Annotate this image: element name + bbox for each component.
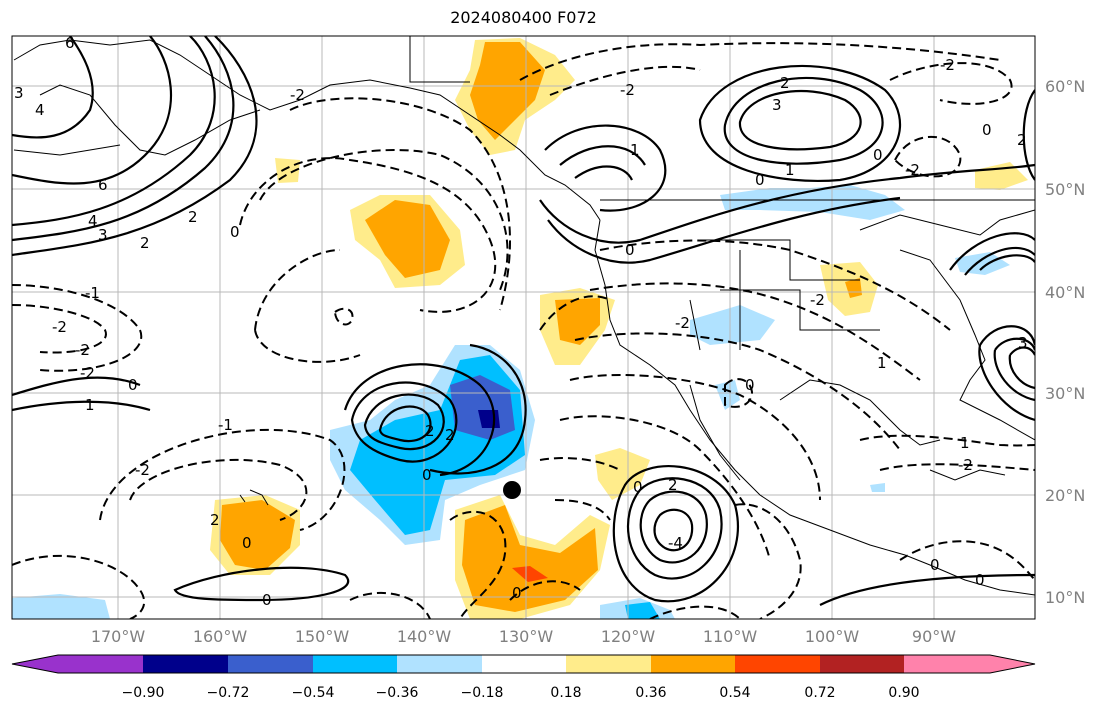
svg-text:0.36: 0.36 [635, 685, 666, 701]
svg-text:-2: -2 [52, 318, 67, 336]
svg-text:-2: -2 [290, 86, 305, 104]
svg-text:-2: -2 [135, 461, 150, 479]
colorbar-swatch [228, 655, 313, 673]
colorbar-swatch [651, 655, 735, 673]
svg-text:110°W: 110°W [703, 627, 758, 646]
svg-text:2: 2 [668, 476, 678, 494]
svg-text:20°N: 20°N [1045, 486, 1085, 505]
svg-text:−0.18: −0.18 [461, 685, 504, 701]
storm-position-marker [503, 481, 521, 499]
map-title: 2024080400 F072 [450, 8, 597, 27]
svg-text:0: 0 [230, 223, 240, 241]
colorbar [11, 654, 1036, 674]
svg-text:0.90: 0.90 [888, 685, 919, 701]
colorbar-outline [11, 654, 1036, 674]
svg-text:0: 0 [262, 591, 272, 609]
svg-text:0: 0 [625, 241, 635, 259]
svg-text:-1: -1 [85, 284, 100, 302]
contour-labels: 6 4 3 2 2 0 -1 -2 -2 -2 0 1 -1 -2 2 0 0 … [14, 34, 1028, 609]
svg-text:3: 3 [772, 96, 782, 114]
svg-text:-2: -2 [958, 456, 973, 474]
colorbar-extend-low [12, 655, 143, 673]
svg-text:100°W: 100°W [805, 627, 860, 646]
svg-text:60°N: 60°N [1045, 77, 1085, 96]
svg-text:150°W: 150°W [295, 627, 350, 646]
svg-text:3: 3 [98, 226, 108, 244]
coastlines [13, 36, 1035, 596]
svg-text:0: 0 [755, 171, 765, 189]
svg-text:6: 6 [98, 176, 108, 194]
svg-text:0: 0 [633, 478, 643, 496]
svg-text:2: 2 [445, 426, 455, 444]
negative-contours [12, 42, 1035, 619]
svg-text:-2: -2 [810, 291, 825, 309]
svg-text:-2: -2 [940, 56, 955, 74]
svg-text:0: 0 [930, 556, 940, 574]
colorbar-swatch [820, 655, 904, 673]
svg-text:3: 3 [1018, 334, 1028, 352]
colorbar-swatch [313, 655, 397, 673]
svg-text:0.18: 0.18 [550, 685, 581, 701]
svg-text:90°W: 90°W [912, 627, 956, 646]
svg-text:160°W: 160°W [193, 627, 248, 646]
svg-text:0.54: 0.54 [719, 685, 750, 701]
colorbar-swatch [143, 655, 228, 673]
svg-text:-2: -2 [905, 161, 920, 179]
svg-text:2: 2 [140, 234, 150, 252]
svg-text:2: 2 [780, 74, 790, 92]
svg-text:−0.72: −0.72 [207, 685, 250, 701]
colorbar-tick-labels: −0.90 −0.72 −0.54 −0.36 −0.18 0.18 0.36 … [122, 685, 920, 701]
svg-text:30°N: 30°N [1045, 384, 1085, 403]
svg-text:50°N: 50°N [1045, 180, 1085, 199]
svg-text:-2: -2 [75, 341, 90, 359]
svg-text:0: 0 [512, 584, 522, 602]
svg-text:-1: -1 [218, 416, 233, 434]
svg-text:2: 2 [425, 422, 435, 440]
map-background [12, 36, 1035, 619]
svg-text:120°W: 120°W [601, 627, 656, 646]
svg-text:4: 4 [35, 101, 45, 119]
svg-text:0: 0 [422, 466, 432, 484]
colorbar-swatch [735, 655, 820, 673]
positive-contours [12, 36, 1035, 606]
svg-text:4: 4 [88, 212, 98, 230]
latitude-labels: 60°N 50°N 40°N 30°N 20°N 10°N [1045, 77, 1085, 607]
svg-text:-2: -2 [675, 314, 690, 332]
svg-text:170°W: 170°W [91, 627, 146, 646]
colorbar-swatch [566, 655, 651, 673]
colorbar-extend-high [904, 655, 1035, 673]
colorbar-swatch [397, 655, 482, 673]
colorbar-swatch [482, 655, 566, 673]
svg-text:0: 0 [128, 376, 138, 394]
svg-text:-4: -4 [668, 534, 683, 552]
map-frame [11, 35, 1036, 620]
svg-text:1: 1 [877, 354, 887, 372]
svg-text:0: 0 [982, 121, 992, 139]
svg-text:0: 0 [242, 534, 252, 552]
svg-text:−0.36: −0.36 [376, 685, 419, 701]
svg-text:1: 1 [785, 161, 795, 179]
svg-text:2: 2 [210, 511, 220, 529]
svg-text:130°W: 130°W [499, 627, 554, 646]
svg-text:0: 0 [873, 146, 883, 164]
svg-text:0: 0 [975, 571, 985, 589]
svg-text:6: 6 [65, 34, 75, 52]
svg-text:1: 1 [960, 434, 970, 452]
svg-text:−0.54: −0.54 [292, 685, 335, 701]
svg-text:0: 0 [745, 376, 755, 394]
svg-text:1: 1 [85, 396, 95, 414]
svg-text:-2: -2 [80, 364, 95, 382]
svg-text:-2: -2 [620, 81, 635, 99]
svg-text:0.72: 0.72 [804, 685, 835, 701]
svg-text:3: 3 [14, 84, 24, 102]
svg-text:2: 2 [1017, 131, 1027, 149]
svg-text:40°N: 40°N [1045, 283, 1085, 302]
svg-text:2: 2 [188, 208, 198, 226]
svg-text:140°W: 140°W [397, 627, 452, 646]
longitude-labels: 170°W 160°W 150°W 140°W 130°W 120°W 110°… [91, 627, 956, 646]
svg-text:1: 1 [630, 141, 640, 159]
svg-text:10°N: 10°N [1045, 588, 1085, 607]
svg-text:−0.90: −0.90 [122, 685, 165, 701]
